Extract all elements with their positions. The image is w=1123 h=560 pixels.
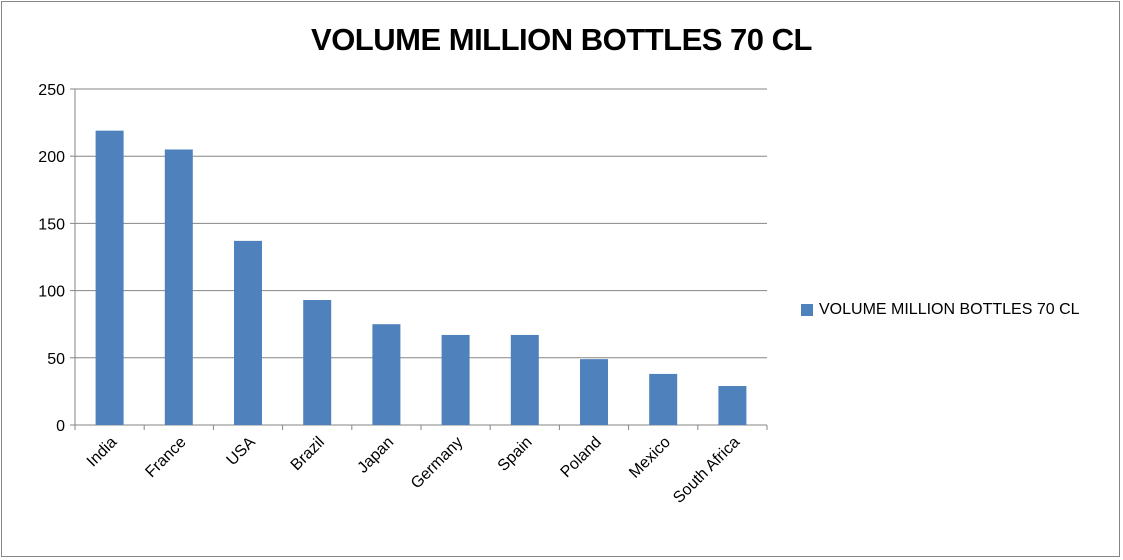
bar	[441, 334, 470, 425]
bar	[303, 300, 332, 425]
bar	[164, 149, 193, 426]
x-tick-label: Japan	[354, 434, 397, 477]
x-tick-label: Brazil	[288, 434, 328, 474]
x-tick-label: France	[142, 434, 189, 481]
legend: VOLUME MILLION BOTTLES 70 CL	[801, 301, 1080, 319]
bar	[718, 386, 747, 425]
y-tick-label: 150	[38, 216, 65, 233]
x-tick-label: India	[84, 434, 121, 471]
x-tick-label: USA	[224, 434, 260, 470]
y-tick-label: 0	[56, 418, 65, 435]
y-tick-label: 50	[47, 351, 65, 368]
bar	[580, 359, 608, 425]
bar	[372, 324, 401, 425]
y-tick-label: 250	[38, 82, 65, 99]
x-tick-label: South Africa	[670, 434, 743, 507]
bar	[510, 334, 539, 425]
bar	[234, 240, 262, 425]
y-tick-label: 200	[38, 149, 65, 166]
legend-label: VOLUME MILLION BOTTLES 70 CL	[819, 301, 1080, 318]
y-tick-label: 100	[38, 284, 65, 301]
bar	[95, 130, 124, 425]
legend-swatch	[801, 304, 813, 316]
chart-title: VOLUME MILLION BOTTLES 70 CL	[311, 22, 812, 57]
bar	[649, 373, 678, 425]
x-tick-label: Mexico	[626, 434, 674, 482]
x-tick-label: Spain	[495, 434, 536, 475]
x-tick-label: Germany	[408, 434, 467, 493]
x-tick-label: Poland	[558, 434, 605, 481]
